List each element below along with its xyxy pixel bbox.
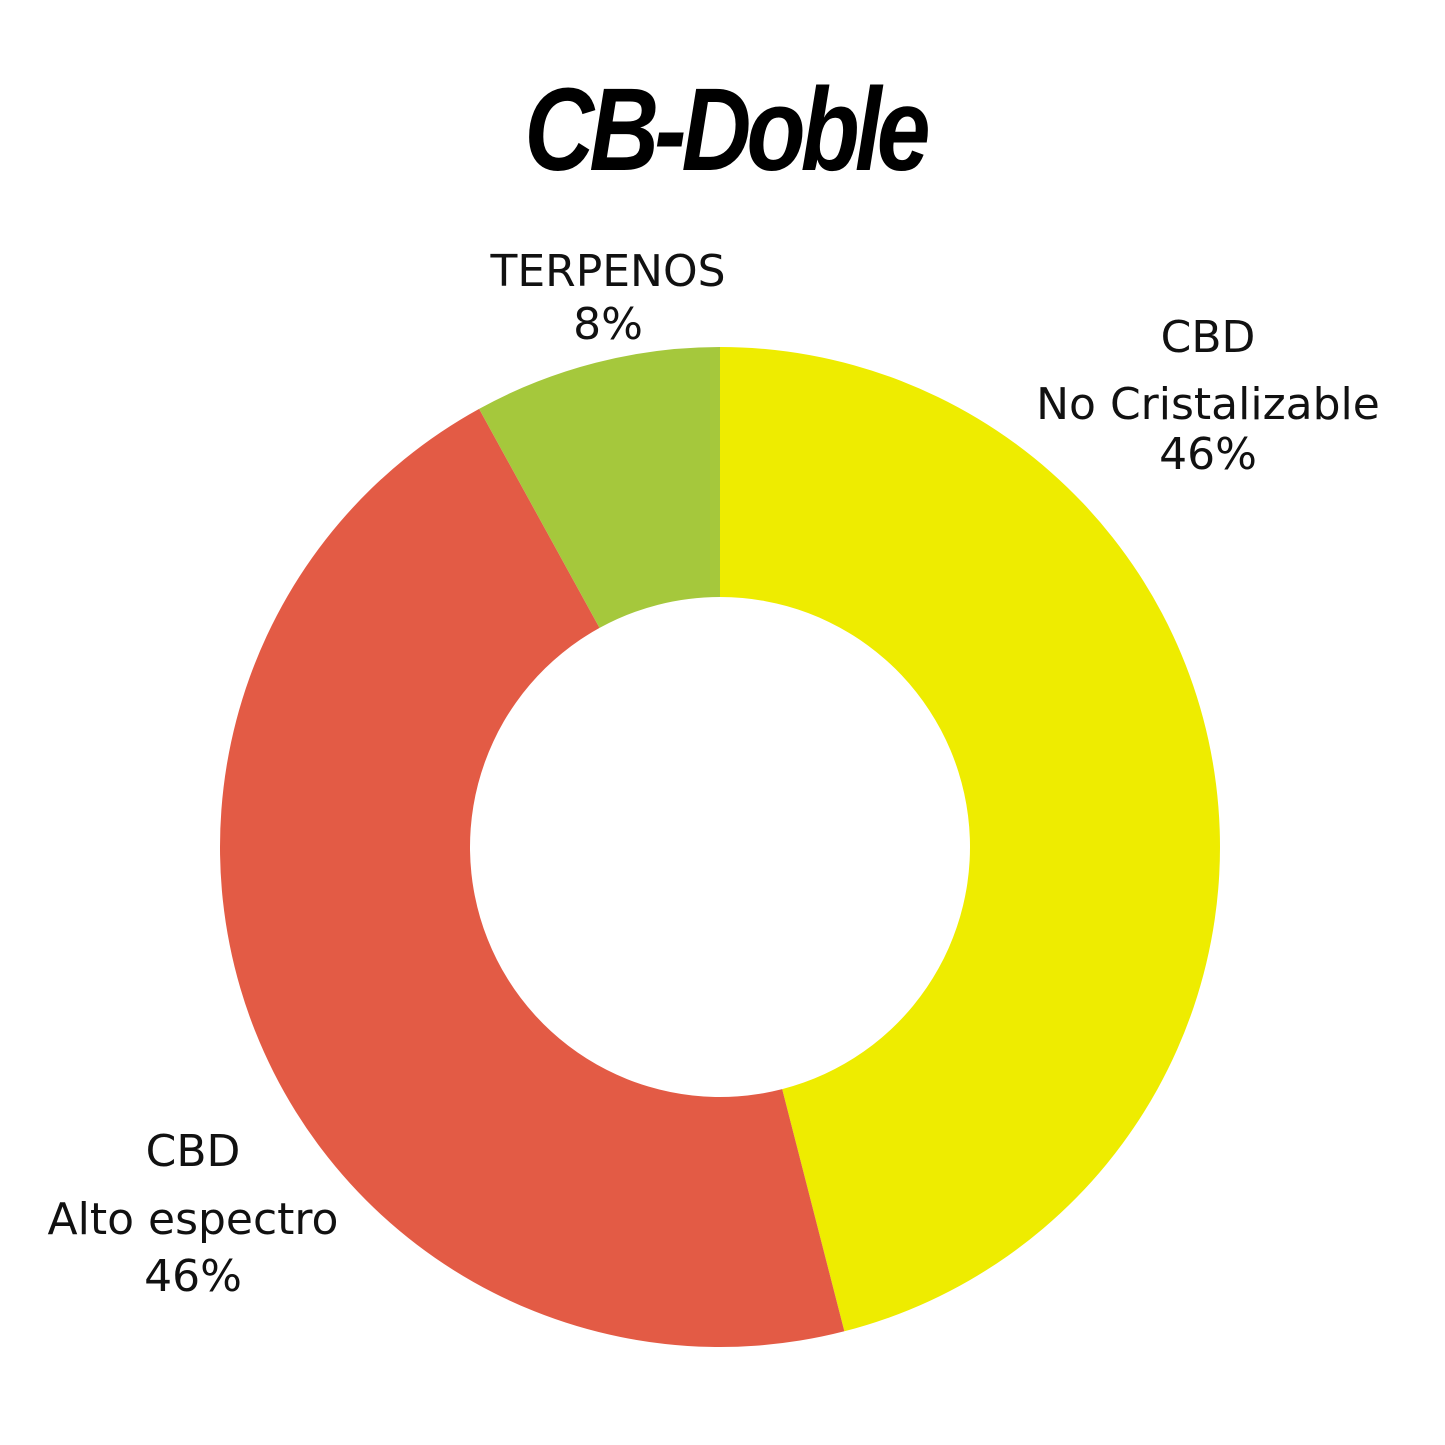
label-line: CBD bbox=[1161, 312, 1256, 363]
label-line: TERPENOS bbox=[489, 246, 725, 297]
value-label: 8% bbox=[573, 299, 643, 350]
donut-slice bbox=[219, 408, 845, 1348]
label-line: Alto espectro bbox=[48, 1194, 339, 1245]
slice-label: CBD Alto espectro bbox=[48, 1126, 339, 1245]
chart-title: CB-Doble bbox=[524, 63, 928, 195]
slice-label: CBD No Cristalizable bbox=[1036, 312, 1380, 430]
value-label: 46% bbox=[1159, 429, 1257, 480]
donut-slice bbox=[720, 347, 1221, 1332]
value-label: 46% bbox=[144, 1251, 242, 1302]
label-line: No Cristalizable bbox=[1036, 379, 1380, 430]
label-line: CBD bbox=[146, 1126, 241, 1177]
donut-slice bbox=[479, 347, 720, 628]
slice-label: TERPENOS bbox=[489, 246, 725, 297]
